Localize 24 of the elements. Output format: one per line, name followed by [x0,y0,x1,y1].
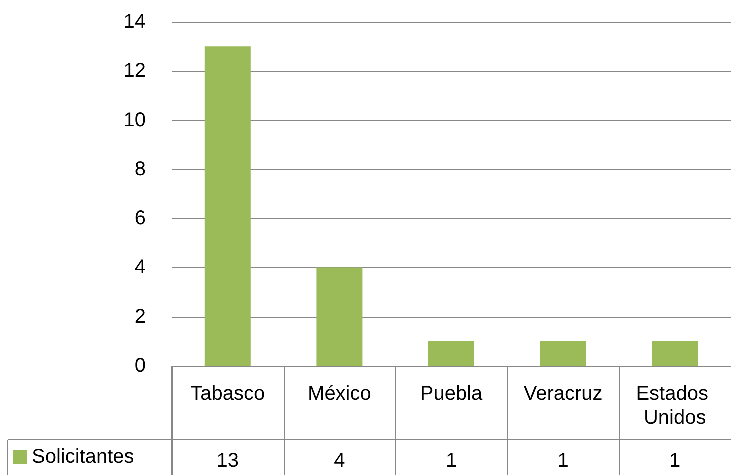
bar [428,341,474,366]
data-label: 1 [670,450,681,472]
x-tick-label: Veracruz [524,383,603,405]
y-tick-label: 14 [124,11,146,33]
bar [204,46,251,366]
y-tick-label: 0 [134,355,146,377]
x-tick-label: México [308,383,372,405]
data-label: 1 [446,450,458,472]
bar [652,341,698,366]
bar [540,341,586,366]
x-tick-label: Puebla [420,383,484,405]
y-tick-label: 2 [134,306,146,328]
y-tick-label: 10 [124,109,146,132]
y-tick-label: 8 [134,158,146,180]
y-tick-label: 6 [134,208,146,230]
bar [316,268,363,366]
y-tick-label: 12 [124,60,146,82]
legend-label: Solicitantes [32,446,134,468]
data-label: 13 [216,450,240,472]
y-tick-label: 4 [134,256,146,279]
x-tick-label: Tabasco [190,383,266,405]
data-label: 4 [334,450,346,472]
data-label: 1 [558,450,569,472]
x-tick-label: Estados Unidos [636,383,714,429]
